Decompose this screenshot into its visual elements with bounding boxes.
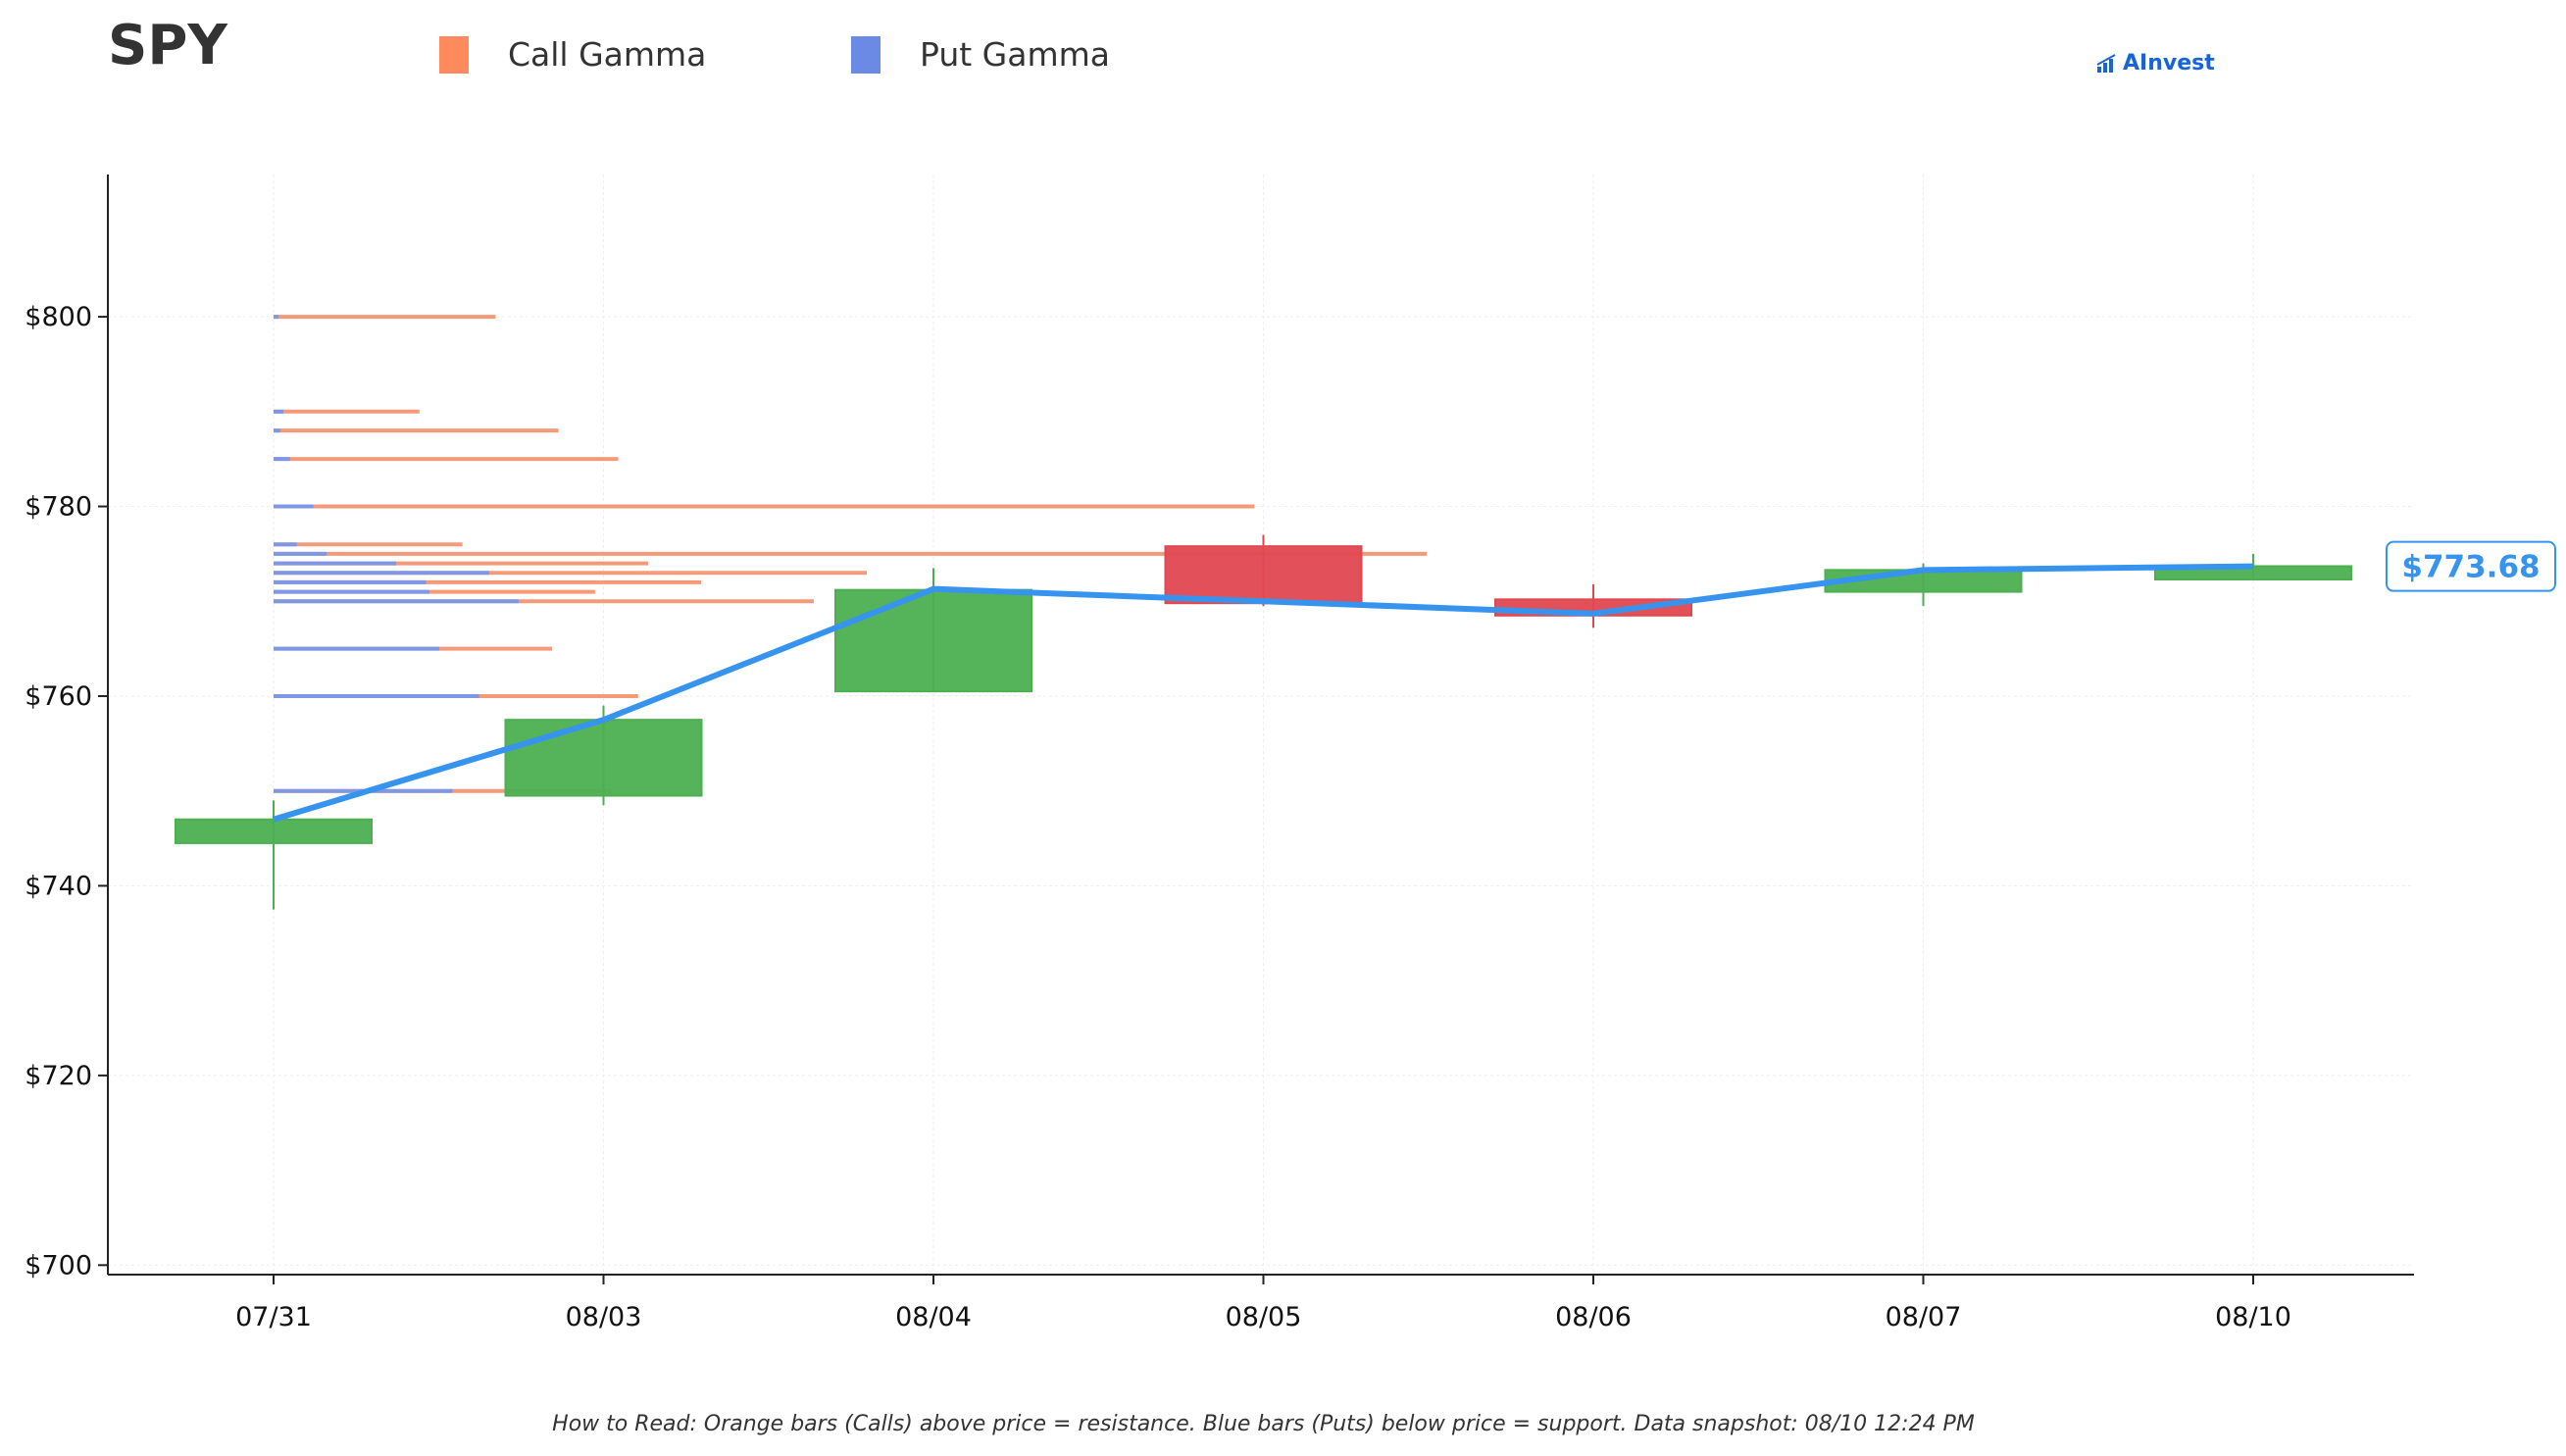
x-tick-label: 08/06	[1555, 1302, 1632, 1332]
y-tick-label: $780	[25, 492, 92, 523]
y-tick-label: $700	[25, 1250, 92, 1280]
chart-bars-icon	[2096, 53, 2116, 73]
legend-label-put-gamma: Put Gamma	[920, 35, 1110, 74]
candle-body	[834, 588, 1032, 693]
current-price-label: $773.68	[2401, 550, 2540, 585]
candle-body	[175, 818, 373, 844]
brand-name: AInvest	[2123, 51, 2215, 75]
price-label-group: $773.68	[2386, 540, 2556, 592]
gamma-bars	[274, 315, 1428, 793]
current-price-box	[2386, 540, 2556, 592]
put-gamma-swatch	[851, 35, 880, 74]
x-tick-label: 08/10	[2215, 1302, 2291, 1332]
candlesticks	[175, 534, 2352, 910]
grid-lines	[108, 175, 2414, 1275]
call-gamma-swatch	[439, 35, 469, 74]
x-tick-label: 08/07	[1886, 1302, 1962, 1332]
price-line	[273, 563, 2254, 823]
ticker-title: SPY	[108, 14, 227, 77]
x-tick-label: 08/03	[566, 1302, 642, 1332]
y-tick-label: $720	[25, 1061, 92, 1091]
candle-body	[1164, 545, 1363, 605]
candle-body	[504, 719, 703, 797]
price-line-group	[273, 563, 2254, 823]
legend-item-call-gamma: Call Gamma	[439, 35, 706, 74]
x-tick-label: 08/05	[1226, 1302, 1302, 1332]
y-tick-label: $760	[25, 681, 92, 712]
legend-label-call-gamma: Call Gamma	[508, 35, 707, 74]
y-tick-label: $740	[25, 871, 92, 901]
legend-item-put-gamma: Put Gamma	[851, 35, 1110, 74]
axes: $700 $720 $740 $760 $780 $800 07/31 08/03 08/04 0…	[25, 175, 2414, 1332]
gamma-price-chart: $700 $720 $740 $760 $780 $800 07/31 08/03 08/04 0…	[25, 175, 2556, 1332]
footnote: How to Read: Orange bars (Calls) above p…	[552, 1412, 1975, 1436]
y-tick-label: $800	[25, 302, 92, 332]
x-tick-label: 08/04	[895, 1302, 972, 1332]
brand-logo: AInvest	[2096, 51, 2215, 75]
x-tick-label: 07/31	[235, 1302, 312, 1332]
